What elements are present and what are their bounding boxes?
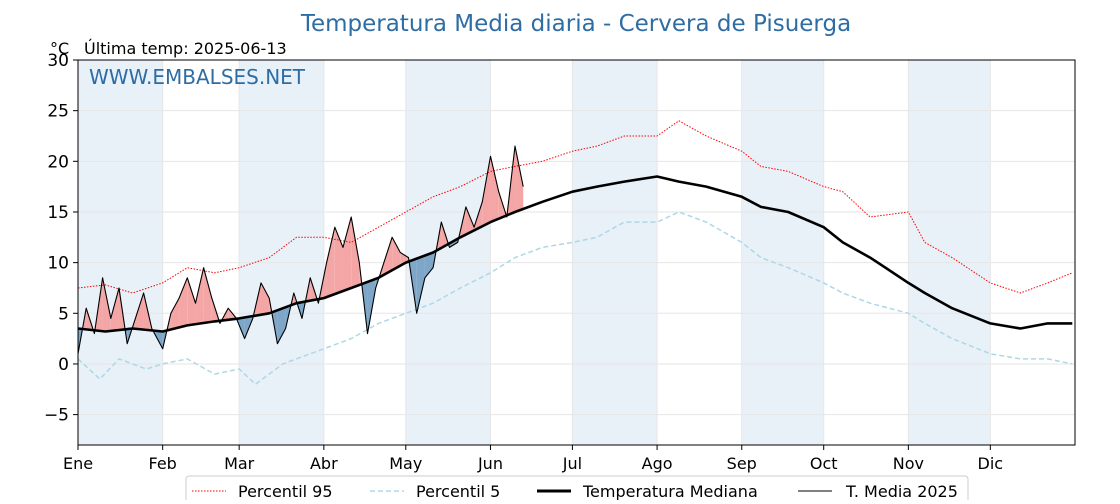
anomaly-fill-above [179,278,187,328]
month-band [572,60,657,445]
x-tick-label: Feb [149,454,177,473]
anomaly-fill-above [187,278,195,326]
month-band [239,60,324,445]
legend-label-p95: Percentil 95 [238,482,333,500]
x-tick-label: May [389,454,422,473]
x-tick-label: Ene [63,454,93,473]
anomaly-fill-above [384,237,392,274]
x-tick-label: Nov [893,454,924,473]
legend-label-p5: Percentil 5 [416,482,500,500]
y-tick-label: 20 [47,152,69,172]
month-band [78,60,163,445]
y-tick-label: 25 [47,102,69,122]
month-band [908,60,990,445]
x-tick-label: Jul [562,454,582,473]
x-tick-label: Jun [477,454,503,473]
legend: Percentil 95 Percentil 5 Temperatura Med… [186,476,968,500]
y-tick-label: 0 [58,355,69,375]
x-tick-label: Mar [224,454,255,473]
legend-label-current: T. Media 2025 [845,482,958,500]
x-tick-label: Dic [978,454,1004,473]
watermark: WWW.EMBALSES.NET [89,65,306,89]
anomaly-fill-above [490,156,498,222]
month-band [406,60,491,445]
anomaly-fill-above [327,227,335,297]
x-tick-label: Sep [727,454,757,473]
x-tick-label: Ago [642,454,673,473]
y-tick-label: −5 [44,406,69,426]
chart-title: Temperatura Media diaria - Cervera de Pi… [300,11,851,37]
anomaly-fill-above [343,217,351,291]
y-tick-label: 5 [58,304,69,324]
unit-label: °C [50,39,69,58]
x-tick-label: Oct [810,454,838,473]
y-tick-label: 15 [47,203,69,223]
last-temp-label: Última temp: 2025-06-13 [84,39,287,58]
anomaly-fill-above [351,217,359,288]
x-tick-label: Abr [310,454,338,473]
legend-label-median: Temperatura Mediana [582,482,758,500]
y-tick-label: 10 [47,254,69,274]
anomaly-fill-above [171,298,179,329]
month-bands [78,60,990,445]
x-axis-ticks: Ene Feb Mar Abr May Jun Jul Ago Sep Oct Nov Dic [63,445,1003,473]
